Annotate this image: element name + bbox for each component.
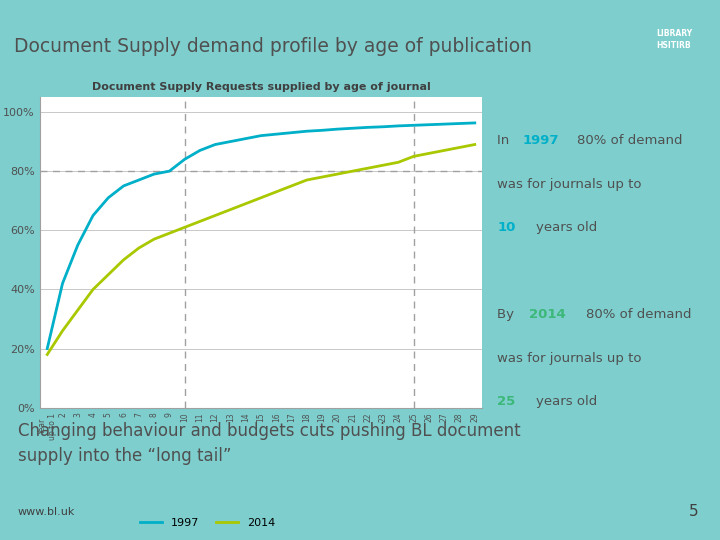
Text: www.bl.uk: www.bl.uk [18,507,76,517]
Text: was for journals up to: was for journals up to [498,178,642,191]
Text: 2014: 2014 [529,308,566,321]
Text: was for journals up to: was for journals up to [498,352,642,365]
Text: Changing behaviour and budgets cuts pushing BL document
supply into the “long ta: Changing behaviour and budgets cuts push… [18,422,521,465]
Text: In: In [498,134,514,147]
Text: LIBRARY
HSITIRB: LIBRARY HSITIRB [656,29,692,50]
Text: 25: 25 [498,395,516,408]
Text: Document Supply demand profile by age of publication: Document Supply demand profile by age of… [14,37,532,56]
Legend: 1997, 2014: 1997, 2014 [135,514,280,532]
Text: 10: 10 [498,221,516,234]
Text: years old: years old [536,221,597,234]
Text: 80% of demand: 80% of demand [577,134,683,147]
Title: Document Supply Requests supplied by age of journal: Document Supply Requests supplied by age… [91,82,431,92]
Text: 5: 5 [689,504,698,519]
Text: 1997: 1997 [522,134,559,147]
Text: years old: years old [536,395,597,408]
Text: 80% of demand: 80% of demand [586,308,691,321]
Text: By: By [498,308,518,321]
